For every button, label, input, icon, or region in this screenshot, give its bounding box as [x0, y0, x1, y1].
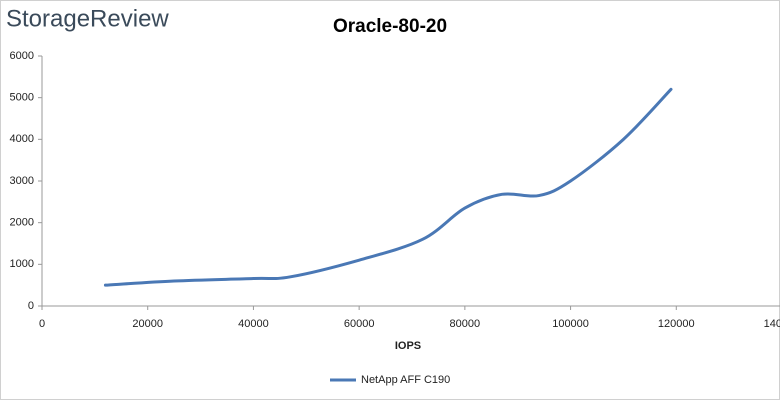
x-tick-label: 40000 — [238, 318, 269, 330]
x-tick-label: 120000 — [658, 318, 695, 330]
y-tick-label: 3000 — [10, 175, 34, 187]
y-tick-label: 2000 — [10, 217, 34, 229]
x-tick-label: 0 — [39, 318, 45, 330]
legend-label: NetApp AFF C190 — [361, 374, 450, 386]
x-tick-label: 100000 — [552, 318, 589, 330]
y-tick-label: 1000 — [10, 258, 34, 270]
x-tick-label: 80000 — [450, 318, 481, 330]
y-tick-label: 4000 — [10, 133, 34, 145]
y-tick-label: 0 — [28, 300, 34, 312]
y-tick-label: 6000 — [10, 50, 34, 62]
x-tick-label: 20000 — [132, 318, 163, 330]
y-tick-label: 5000 — [10, 92, 34, 104]
series-line — [103, 87, 673, 287]
chart-title: Oracle-80-20 — [333, 16, 447, 37]
x-axis-label: IOPS — [395, 340, 421, 352]
x-tick-label: 60000 — [344, 318, 375, 330]
x-tick-label: 140000 — [764, 318, 780, 330]
watermark: StorageReview — [6, 5, 169, 32]
